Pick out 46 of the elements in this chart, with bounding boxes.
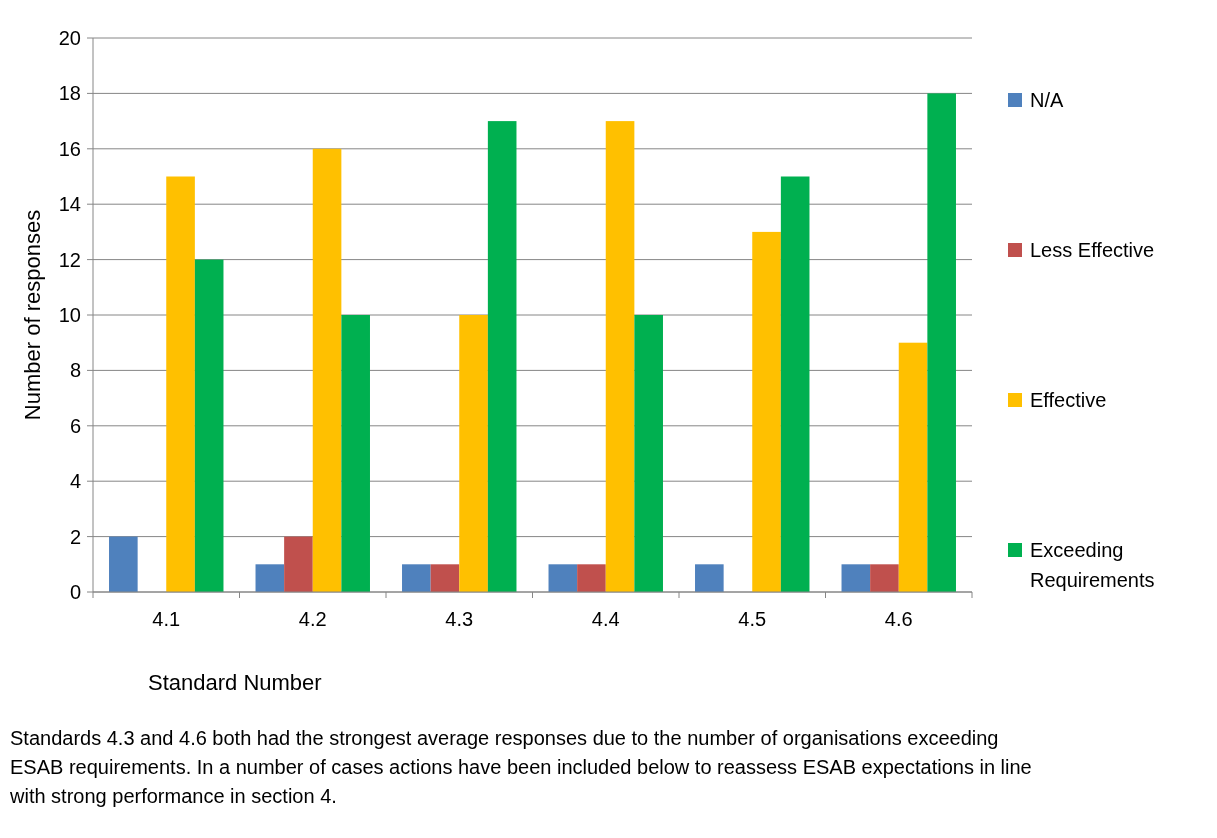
- y-tick-label: 6: [69, 414, 81, 437]
- bar: [927, 93, 956, 592]
- bar: [752, 231, 781, 592]
- bar: [577, 564, 606, 592]
- x-axis-title: Standard Number: [148, 670, 322, 695]
- x-tick-label: 4.6: [884, 608, 913, 630]
- y-tick-label: 16: [58, 137, 81, 160]
- x-tick-label: 4.4: [591, 608, 620, 630]
- y-tick-label: 2: [69, 525, 81, 548]
- bar: [780, 176, 810, 592]
- y-axis-title: Number of responses: [20, 209, 45, 421]
- legend-label: Exceeding Requirements: [1030, 539, 1155, 591]
- x-tick-label: 4.5: [738, 608, 767, 630]
- bar: [341, 315, 370, 592]
- text: Standards 4.3 and 4.6 both had the strongest average responses due to the number of organisations exceeding ESAB requirements. In a number of cases actions have been included below to reassess ESAB expectations in line with strong performance in section 4.: [9, 727, 1032, 807]
- bar: [194, 259, 224, 592]
- bar: [284, 536, 313, 592]
- y-tick-label: 4: [69, 470, 81, 493]
- y-tick-label: 14: [58, 193, 81, 216]
- y-tick-label: 0: [69, 581, 81, 603]
- bar: [459, 315, 488, 592]
- x-tick-label: 4.3: [445, 608, 474, 630]
- bar: [841, 564, 871, 592]
- bar: [312, 148, 342, 592]
- bar: [109, 536, 138, 592]
- bar: [870, 564, 899, 592]
- bar: [695, 564, 724, 592]
- bar: [255, 564, 285, 592]
- bar: [548, 564, 578, 592]
- bar: [634, 315, 663, 592]
- bar: [166, 176, 195, 592]
- legend-label: N/A: [1030, 89, 1064, 111]
- bar: [402, 564, 431, 592]
- bar: [605, 121, 635, 592]
- x-tick-label: 4.1: [152, 608, 181, 630]
- y-tick-label: 8: [69, 359, 81, 382]
- y-tick-label: 10: [58, 304, 81, 326]
- y-tick-label: 20: [58, 27, 81, 49]
- y-tick-label: 12: [58, 248, 81, 271]
- x-tick-label: 4.2: [298, 608, 327, 630]
- bar: [898, 342, 928, 592]
- y-tick-label: 18: [58, 82, 81, 105]
- bar: [487, 121, 517, 592]
- legend-label: Effective: [1030, 389, 1107, 411]
- legend-label: Less Effective: [1030, 239, 1155, 261]
- bar: [430, 564, 460, 592]
